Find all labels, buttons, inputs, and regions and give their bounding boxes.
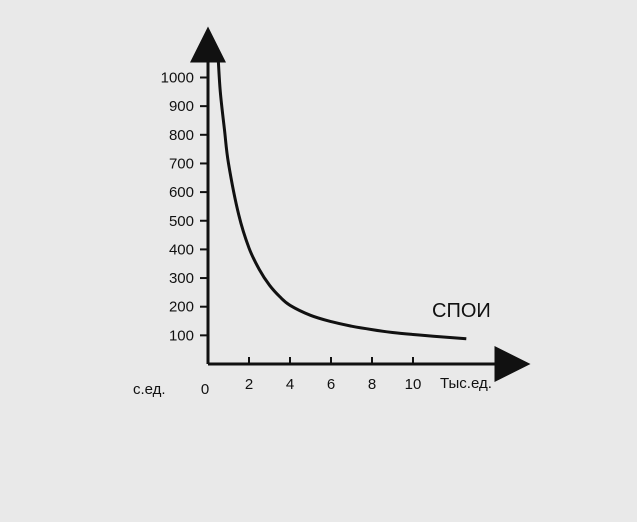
- x-tick-label-0: 2: [245, 376, 253, 393]
- series-label: СПОИ: [432, 300, 491, 322]
- x-tick-label-4: 10: [405, 376, 422, 393]
- y-tick-label-7: 800: [169, 127, 194, 144]
- y-tick-label-4: 500: [169, 213, 194, 230]
- origin-label: 0: [201, 381, 209, 398]
- y-tick-label-9: 1000: [161, 70, 194, 87]
- x-tick-label-3: 8: [368, 376, 376, 393]
- x-tick-label-1: 4: [286, 376, 294, 393]
- y-tick-label-3: 400: [169, 241, 194, 258]
- x-axis-label: Тыс.ед.: [440, 375, 492, 392]
- y-ticks: 100 200 300 400 500 600 700 800 900 1000: [161, 70, 208, 344]
- y-tick-label-6: 700: [169, 155, 194, 172]
- series-line-spoi: [216, 60, 467, 341]
- y-axis-label: с.ед.: [133, 381, 166, 398]
- y-tick-label-1: 200: [169, 299, 194, 316]
- y-tick-label-8: 900: [169, 98, 194, 115]
- x-tick-label-2: 6: [327, 376, 335, 393]
- y-tick-label-5: 600: [169, 184, 194, 201]
- x-ticks: 2 4 6 8 10: [245, 357, 422, 393]
- y-tick-label-0: 100: [169, 327, 194, 344]
- y-tick-label-2: 300: [169, 270, 194, 287]
